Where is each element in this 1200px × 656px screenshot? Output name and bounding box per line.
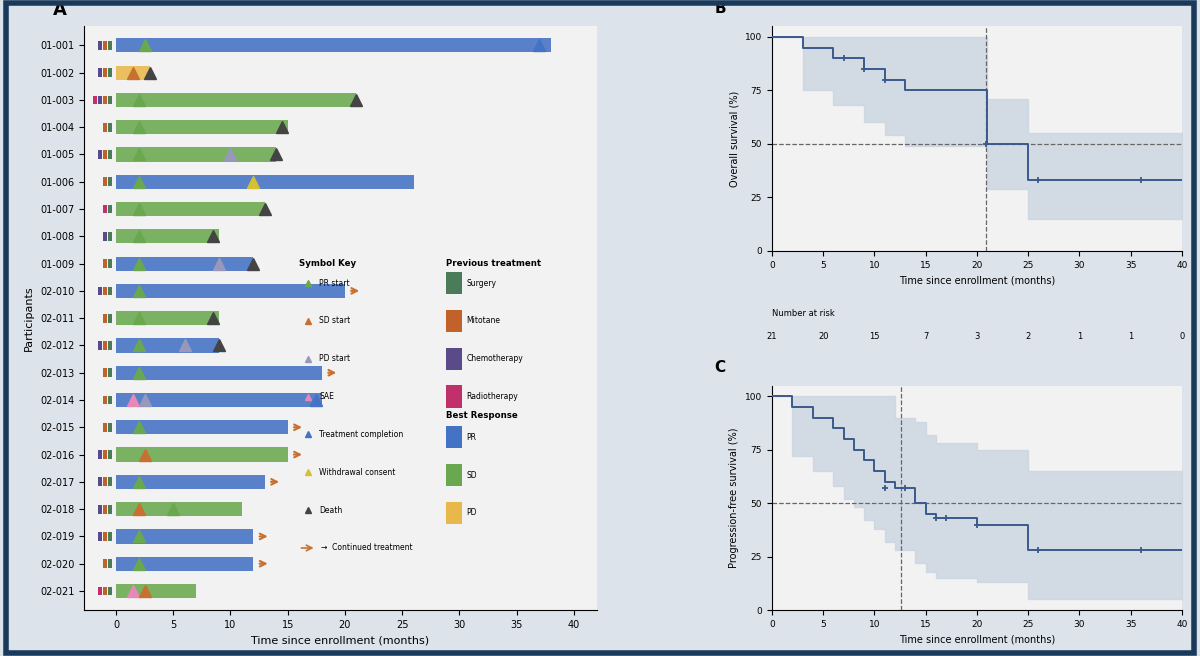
- FancyBboxPatch shape: [103, 396, 107, 404]
- FancyBboxPatch shape: [98, 478, 102, 486]
- FancyBboxPatch shape: [103, 123, 107, 132]
- Bar: [116, 174, 414, 189]
- FancyBboxPatch shape: [108, 369, 112, 377]
- FancyBboxPatch shape: [103, 96, 107, 104]
- FancyBboxPatch shape: [103, 68, 107, 77]
- Bar: [116, 202, 265, 216]
- Text: C: C: [714, 360, 726, 375]
- Bar: [116, 256, 253, 271]
- FancyBboxPatch shape: [108, 41, 112, 50]
- FancyBboxPatch shape: [98, 504, 102, 514]
- FancyBboxPatch shape: [103, 41, 107, 50]
- FancyBboxPatch shape: [98, 532, 102, 541]
- FancyBboxPatch shape: [103, 586, 107, 596]
- Text: B: B: [714, 1, 726, 16]
- FancyBboxPatch shape: [108, 450, 112, 459]
- FancyBboxPatch shape: [98, 96, 102, 104]
- FancyBboxPatch shape: [98, 68, 102, 77]
- Y-axis label: Overall survival (%): Overall survival (%): [730, 91, 739, 187]
- FancyBboxPatch shape: [98, 150, 102, 159]
- Bar: [116, 447, 288, 462]
- FancyBboxPatch shape: [98, 287, 102, 295]
- FancyBboxPatch shape: [103, 314, 107, 323]
- FancyBboxPatch shape: [103, 532, 107, 541]
- Text: 20: 20: [818, 332, 828, 340]
- Y-axis label: Progression-free survival (%): Progression-free survival (%): [730, 428, 739, 568]
- FancyBboxPatch shape: [108, 123, 112, 132]
- FancyBboxPatch shape: [108, 586, 112, 596]
- FancyBboxPatch shape: [103, 560, 107, 568]
- Bar: [116, 120, 288, 134]
- Text: 21: 21: [767, 332, 778, 340]
- Bar: [116, 284, 344, 298]
- X-axis label: Time since enrollment (months): Time since enrollment (months): [899, 275, 1055, 285]
- Text: 15: 15: [869, 332, 880, 340]
- FancyBboxPatch shape: [108, 396, 112, 404]
- Text: 7: 7: [923, 332, 929, 340]
- FancyBboxPatch shape: [108, 287, 112, 295]
- FancyBboxPatch shape: [108, 532, 112, 541]
- FancyBboxPatch shape: [103, 478, 107, 486]
- FancyBboxPatch shape: [103, 150, 107, 159]
- Bar: [116, 148, 276, 161]
- FancyBboxPatch shape: [108, 259, 112, 268]
- FancyBboxPatch shape: [103, 177, 107, 186]
- FancyBboxPatch shape: [108, 504, 112, 514]
- FancyBboxPatch shape: [103, 205, 107, 213]
- Bar: [116, 338, 220, 352]
- FancyBboxPatch shape: [108, 314, 112, 323]
- FancyBboxPatch shape: [98, 450, 102, 459]
- X-axis label: Time since enrollment (months): Time since enrollment (months): [899, 634, 1055, 644]
- Bar: [116, 475, 265, 489]
- Bar: [116, 393, 322, 407]
- FancyBboxPatch shape: [94, 96, 97, 104]
- Text: 3: 3: [974, 332, 979, 340]
- Text: A: A: [53, 1, 67, 18]
- Text: 1: 1: [1076, 332, 1082, 340]
- FancyBboxPatch shape: [108, 150, 112, 159]
- Bar: [116, 365, 322, 380]
- FancyBboxPatch shape: [108, 205, 112, 213]
- FancyBboxPatch shape: [108, 560, 112, 568]
- Bar: [116, 311, 220, 325]
- FancyBboxPatch shape: [103, 450, 107, 459]
- Bar: [116, 556, 253, 571]
- Bar: [116, 420, 288, 434]
- FancyBboxPatch shape: [98, 341, 102, 350]
- FancyBboxPatch shape: [98, 586, 102, 596]
- FancyBboxPatch shape: [103, 259, 107, 268]
- FancyBboxPatch shape: [108, 177, 112, 186]
- Bar: [116, 66, 150, 80]
- Y-axis label: Participants: Participants: [24, 285, 35, 351]
- FancyBboxPatch shape: [103, 369, 107, 377]
- Text: 2: 2: [1026, 332, 1031, 340]
- Text: 1: 1: [1128, 332, 1133, 340]
- Bar: [116, 38, 551, 52]
- FancyBboxPatch shape: [108, 96, 112, 104]
- FancyBboxPatch shape: [108, 341, 112, 350]
- Text: Number at risk: Number at risk: [772, 309, 835, 318]
- Bar: [116, 584, 196, 598]
- FancyBboxPatch shape: [103, 341, 107, 350]
- FancyBboxPatch shape: [103, 232, 107, 241]
- Bar: [116, 502, 242, 516]
- X-axis label: Time since enrollment (months): Time since enrollment (months): [251, 636, 430, 646]
- FancyBboxPatch shape: [108, 478, 112, 486]
- FancyBboxPatch shape: [108, 423, 112, 432]
- FancyBboxPatch shape: [103, 504, 107, 514]
- FancyBboxPatch shape: [108, 68, 112, 77]
- FancyBboxPatch shape: [103, 287, 107, 295]
- FancyBboxPatch shape: [103, 423, 107, 432]
- Bar: [116, 529, 253, 544]
- FancyBboxPatch shape: [108, 232, 112, 241]
- FancyBboxPatch shape: [98, 41, 102, 50]
- Bar: [116, 229, 220, 243]
- Bar: [116, 92, 356, 107]
- Text: 0: 0: [1180, 332, 1184, 340]
